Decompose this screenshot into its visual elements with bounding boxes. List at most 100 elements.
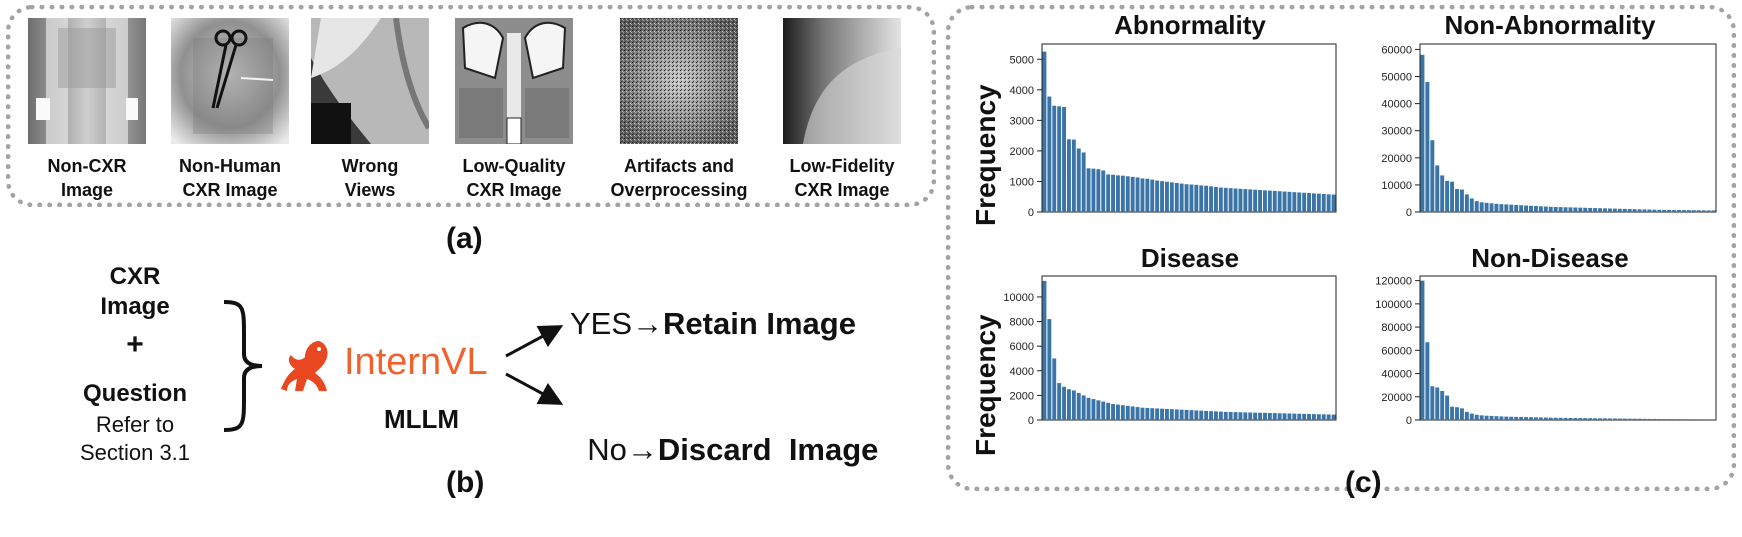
bar bbox=[1484, 202, 1489, 212]
bar bbox=[1533, 417, 1538, 420]
bar bbox=[1253, 412, 1258, 420]
bar bbox=[1258, 412, 1262, 420]
bar bbox=[1543, 417, 1548, 420]
bar bbox=[1627, 209, 1632, 212]
arrow-down bbox=[505, 372, 564, 405]
bar bbox=[1593, 208, 1598, 212]
bar bbox=[1652, 209, 1657, 212]
y-tick-label: 6000 bbox=[1010, 341, 1034, 353]
bar bbox=[1169, 409, 1174, 420]
bar bbox=[1455, 407, 1459, 420]
y-tick-label: 0 bbox=[1406, 415, 1412, 427]
panel-a-frame bbox=[6, 5, 936, 207]
bar bbox=[1662, 419, 1667, 420]
bar bbox=[1691, 419, 1696, 420]
y-tick-label: 80000 bbox=[1381, 322, 1412, 334]
bar bbox=[1199, 185, 1204, 212]
bar bbox=[1568, 207, 1573, 212]
caption-artifacts: Artifacts and Overprocessing bbox=[610, 156, 748, 200]
bar bbox=[1243, 189, 1248, 212]
internvl-logo-icon bbox=[281, 341, 328, 391]
y-tick-label: 0 bbox=[1028, 415, 1034, 427]
bar bbox=[1071, 390, 1076, 420]
bar bbox=[1189, 184, 1194, 212]
bar bbox=[1057, 383, 1062, 420]
bar bbox=[1662, 209, 1667, 212]
bar bbox=[1435, 165, 1440, 212]
lateral-view-thumbnail bbox=[311, 18, 429, 144]
y-tick-label: 10000 bbox=[1381, 180, 1412, 192]
bar bbox=[1504, 204, 1509, 212]
chart-title-non-disease: Non-Disease bbox=[1471, 243, 1629, 273]
bar bbox=[1057, 106, 1062, 212]
bar bbox=[1479, 202, 1484, 212]
y-tick-label: 0 bbox=[1406, 207, 1412, 219]
bar bbox=[1681, 419, 1686, 420]
bar bbox=[1067, 139, 1071, 212]
retain-image-label: Retain Image bbox=[663, 306, 856, 341]
bar bbox=[1450, 406, 1455, 420]
low-quality-cxr-thumbnail bbox=[455, 18, 573, 144]
bar bbox=[1617, 208, 1622, 212]
bar bbox=[1637, 418, 1642, 420]
bar bbox=[1538, 417, 1543, 420]
bar bbox=[1440, 390, 1445, 420]
bar bbox=[1598, 208, 1603, 212]
forceps-xray-thumbnail bbox=[171, 18, 289, 144]
bar bbox=[1637, 209, 1642, 212]
bar bbox=[1632, 418, 1637, 420]
bar bbox=[1642, 209, 1647, 212]
mllm-label: MLLM bbox=[384, 404, 460, 434]
bar bbox=[1519, 416, 1524, 420]
bar bbox=[1214, 411, 1218, 420]
bar bbox=[1627, 418, 1632, 420]
bar bbox=[1179, 409, 1184, 420]
bar bbox=[1081, 152, 1086, 212]
bar bbox=[1667, 419, 1672, 420]
pelvis-xray-thumbnail bbox=[28, 18, 146, 144]
bar bbox=[1174, 409, 1179, 420]
bar bbox=[1706, 419, 1711, 420]
panel-b-label: (b) bbox=[446, 466, 485, 499]
bar bbox=[1272, 413, 1277, 420]
bar bbox=[1622, 418, 1627, 420]
bar bbox=[1081, 395, 1086, 420]
bar bbox=[1622, 208, 1627, 212]
bar bbox=[1160, 181, 1164, 212]
input-cxr-label: CXR Image bbox=[100, 263, 170, 320]
bar bbox=[1155, 408, 1160, 420]
bar bbox=[1504, 416, 1509, 420]
bar bbox=[1430, 140, 1435, 212]
bar bbox=[1287, 191, 1292, 212]
bar bbox=[1076, 392, 1081, 420]
bar bbox=[1277, 191, 1282, 212]
bar bbox=[1474, 414, 1479, 420]
bar bbox=[1106, 174, 1111, 212]
bar bbox=[1302, 413, 1307, 420]
y-tick-label: 50000 bbox=[1381, 72, 1412, 84]
bar bbox=[1238, 188, 1243, 212]
bar bbox=[1209, 411, 1213, 420]
bar bbox=[1248, 412, 1253, 420]
bar bbox=[1263, 190, 1267, 212]
bar bbox=[1459, 189, 1464, 212]
bar bbox=[1563, 207, 1568, 212]
bar bbox=[1647, 209, 1652, 212]
bar bbox=[1282, 191, 1287, 212]
bar bbox=[1588, 207, 1593, 212]
bar bbox=[1326, 414, 1331, 420]
bar bbox=[1292, 192, 1297, 212]
bar bbox=[1677, 210, 1681, 212]
bar bbox=[1214, 186, 1218, 212]
bar bbox=[1435, 387, 1440, 420]
y-tick-label: 20000 bbox=[1381, 392, 1412, 404]
bar bbox=[1194, 410, 1199, 420]
bar bbox=[1489, 203, 1494, 212]
flow-arrows bbox=[505, 325, 564, 405]
right-arrow-icon: → bbox=[626, 432, 658, 467]
bar bbox=[1499, 416, 1504, 420]
chart-disease: 0 2000 4000 6000 8000 10000 bbox=[1003, 275, 1337, 427]
bar bbox=[1701, 419, 1706, 420]
bar bbox=[1494, 416, 1499, 420]
y-tick-label: 8000 bbox=[1010, 317, 1034, 329]
